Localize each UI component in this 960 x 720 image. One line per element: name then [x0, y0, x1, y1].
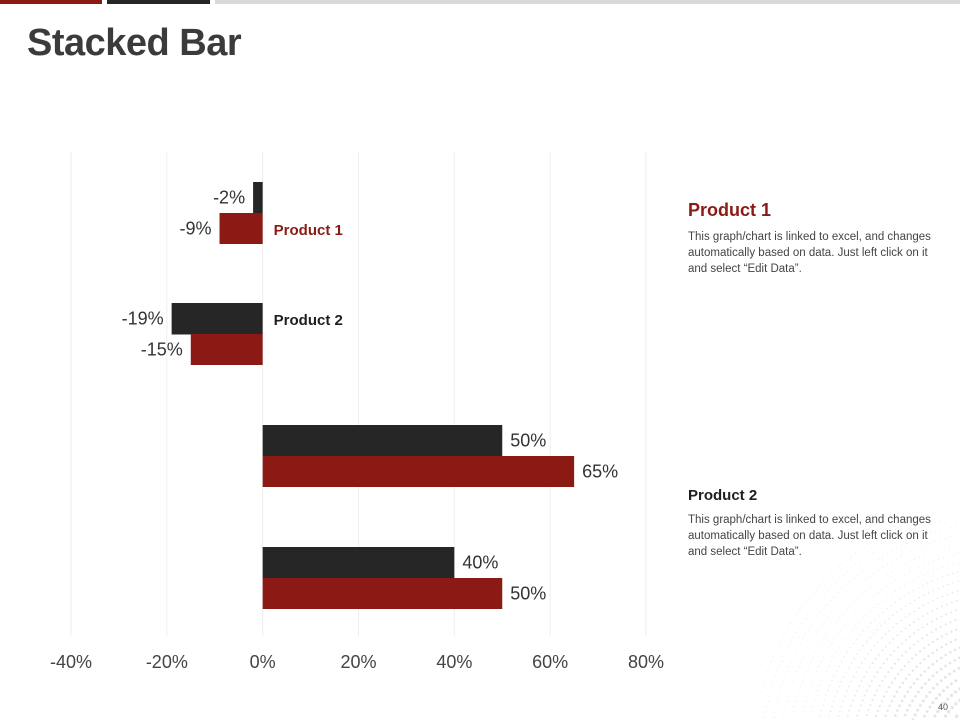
data-label: 50%: [510, 584, 546, 604]
bar[interactable]: [219, 213, 263, 244]
x-tick-label: -20%: [146, 652, 188, 672]
bar[interactable]: [262, 425, 503, 457]
header-accent-dark: [107, 0, 210, 4]
category-label: Product 1: [274, 222, 343, 239]
data-label: 65%: [582, 462, 618, 482]
data-label: 50%: [510, 431, 546, 451]
page-title: Stacked Bar: [27, 22, 242, 64]
data-label: -9%: [180, 219, 212, 239]
data-label: -15%: [141, 340, 183, 360]
legend-panel-body: This graph/chart is linked to excel, and…: [688, 514, 931, 558]
legend-panel-title: Product 2: [688, 487, 758, 504]
legend-panel-body: This graph/chart is linked to excel, and…: [688, 231, 931, 275]
data-label: -2%: [213, 188, 245, 208]
header-accent-light: [215, 0, 960, 4]
header-accent-red: [0, 0, 102, 4]
bar[interactable]: [171, 303, 263, 335]
x-tick-label: 60%: [532, 652, 568, 672]
x-tick-label: 80%: [628, 652, 664, 672]
bar[interactable]: [262, 456, 575, 487]
bar[interactable]: [262, 578, 503, 609]
x-tick-label: -40%: [50, 652, 92, 672]
page-number: 40: [937, 702, 948, 712]
x-tick-label: 40%: [436, 652, 472, 672]
x-tick-label: 0%: [250, 652, 276, 672]
data-label: -19%: [122, 309, 164, 329]
legend-panel-product-1: Product 1 This graph/chart is linked to …: [688, 200, 938, 277]
x-tick-label: 20%: [340, 652, 376, 672]
legend-panel-product-2: Product 2 This graph/chart is linked to …: [688, 487, 938, 560]
data-label: 40%: [462, 553, 498, 573]
bar[interactable]: [190, 334, 263, 365]
legend-panel-title: Product 1: [688, 200, 772, 220]
bar[interactable]: [253, 182, 263, 214]
bar[interactable]: [262, 547, 455, 579]
category-label: Product 2: [274, 312, 343, 329]
